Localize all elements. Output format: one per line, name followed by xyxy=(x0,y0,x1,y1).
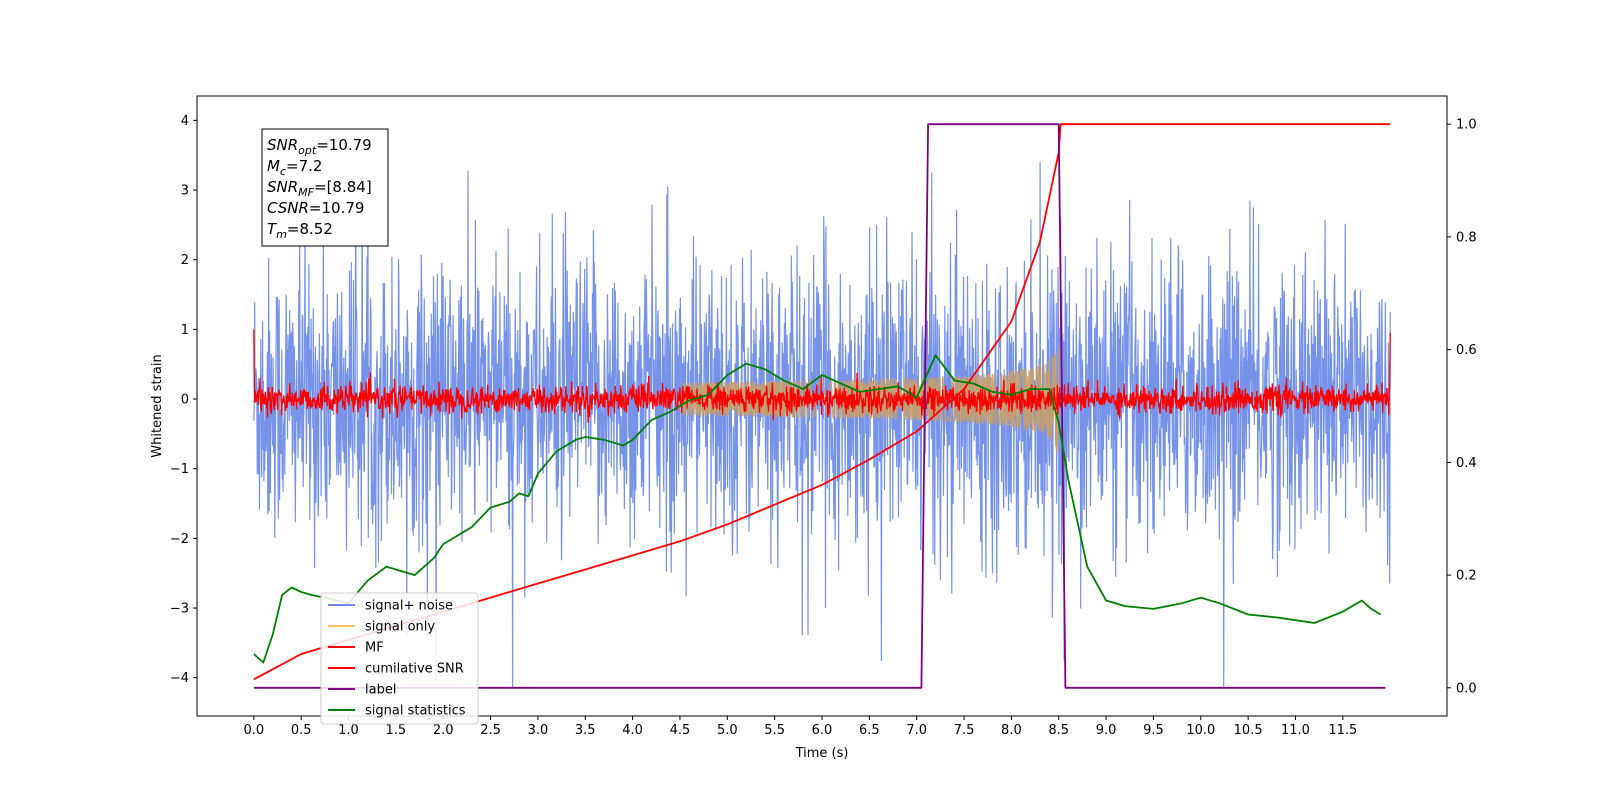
x-tick-label: 7.5 xyxy=(954,723,975,738)
right-y-tick-label: 0.4 xyxy=(1456,456,1477,471)
series-label-line xyxy=(253,123,1386,689)
x-tick-label: 4.0 xyxy=(622,723,643,738)
x-tick-label: 2.5 xyxy=(480,723,501,738)
right-y-tick-label: 0.0 xyxy=(1456,681,1477,696)
left-y-tick-label: −2 xyxy=(170,532,189,547)
right-y-tick-label: 0.2 xyxy=(1456,569,1477,584)
x-tick-label: 8.0 xyxy=(1001,723,1022,738)
x-tick-label: 3.5 xyxy=(575,723,596,738)
x-tick-label: 2.0 xyxy=(433,723,454,738)
right-y-tick-label: 1.0 xyxy=(1456,118,1477,133)
x-tick-label: 6.0 xyxy=(812,723,833,738)
stats-annotation-box: SNRopt=10.79Mc=7.2SNRMF=[8.84]CSNR=10.79… xyxy=(261,128,389,247)
x-tick-label: 1.0 xyxy=(338,723,359,738)
legend-label: signal+ noise xyxy=(365,599,453,614)
left-y-tick-label: 1 xyxy=(181,323,189,338)
x-tick-label: 9.5 xyxy=(1143,723,1164,738)
x-tick-label: 4.5 xyxy=(670,723,691,738)
left-y-tick-label: −1 xyxy=(170,462,189,477)
left-y-tick-label: −3 xyxy=(170,602,189,617)
x-axis-ticks: 0.0 0.5 1.0 1.5 2.0 2.5 3.0 3.5 4.0 4.5 5.0 5.5 6.0 6… xyxy=(243,716,1357,738)
x-tick-label: 6.5 xyxy=(859,723,880,738)
right-y-tick-label: 0.6 xyxy=(1456,343,1477,358)
y-axis-label: Whitened strain xyxy=(150,354,165,457)
x-tick-label: 3.0 xyxy=(528,723,549,738)
annotation-line: SNRopt=10.79 xyxy=(267,136,372,157)
series-mf-line xyxy=(253,329,1391,423)
x-tick-label: 11.5 xyxy=(1328,723,1357,738)
legend-label: MF xyxy=(365,641,384,656)
right-y-tick-label: 0.8 xyxy=(1456,230,1477,245)
left-y-axis-ticks: 4 3 2 1 0 −1 −2 −3 −4 xyxy=(170,114,197,686)
x-tick-label: 9.0 xyxy=(1096,723,1117,738)
x-tick-label: 8.5 xyxy=(1048,723,1069,738)
x-axis-label: Time (s) xyxy=(795,746,849,761)
left-y-tick-label: −4 xyxy=(170,671,189,686)
x-tick-label: 0.5 xyxy=(291,723,312,738)
legend-label: label xyxy=(365,683,396,698)
x-tick-label: 10.0 xyxy=(1186,723,1215,738)
left-y-tick-label: 0 xyxy=(181,393,189,408)
annotation-line: CSNR=10.79 xyxy=(267,199,364,217)
x-tick-label: 1.5 xyxy=(386,723,407,738)
right-y-axis-ticks: 1.0 0.8 0.6 0.4 0.2 0.0 xyxy=(1447,118,1477,696)
left-y-tick-label: 3 xyxy=(181,184,189,199)
legend-label: signal statistics xyxy=(365,704,466,719)
annotation-line: SNRMF=[8.84] xyxy=(267,178,372,199)
legend-label: cumilative SNR xyxy=(365,662,464,677)
x-tick-label: 11.0 xyxy=(1281,723,1310,738)
legend-frame xyxy=(320,592,479,725)
series-signal-statistics-line xyxy=(253,354,1382,664)
legend-label: signal only xyxy=(365,620,435,635)
x-tick-label: 0.0 xyxy=(243,723,264,738)
x-tick-label: 5.0 xyxy=(717,723,738,738)
left-y-tick-label: 4 xyxy=(181,114,189,129)
x-tick-label: 5.5 xyxy=(764,723,785,738)
annotation-box-frame xyxy=(261,128,389,247)
x-tick-label: 7.0 xyxy=(906,723,927,738)
left-y-tick-label: 2 xyxy=(181,253,189,268)
annotation-line: Tm=8.52 xyxy=(267,220,333,241)
series-signal-only-line xyxy=(679,346,1061,453)
x-tick-label: 10.5 xyxy=(1234,723,1263,738)
annotation-line: Mc=7.2 xyxy=(267,157,322,178)
legend: signal+ noise signal only MF cumilative SNR… xyxy=(320,592,479,725)
